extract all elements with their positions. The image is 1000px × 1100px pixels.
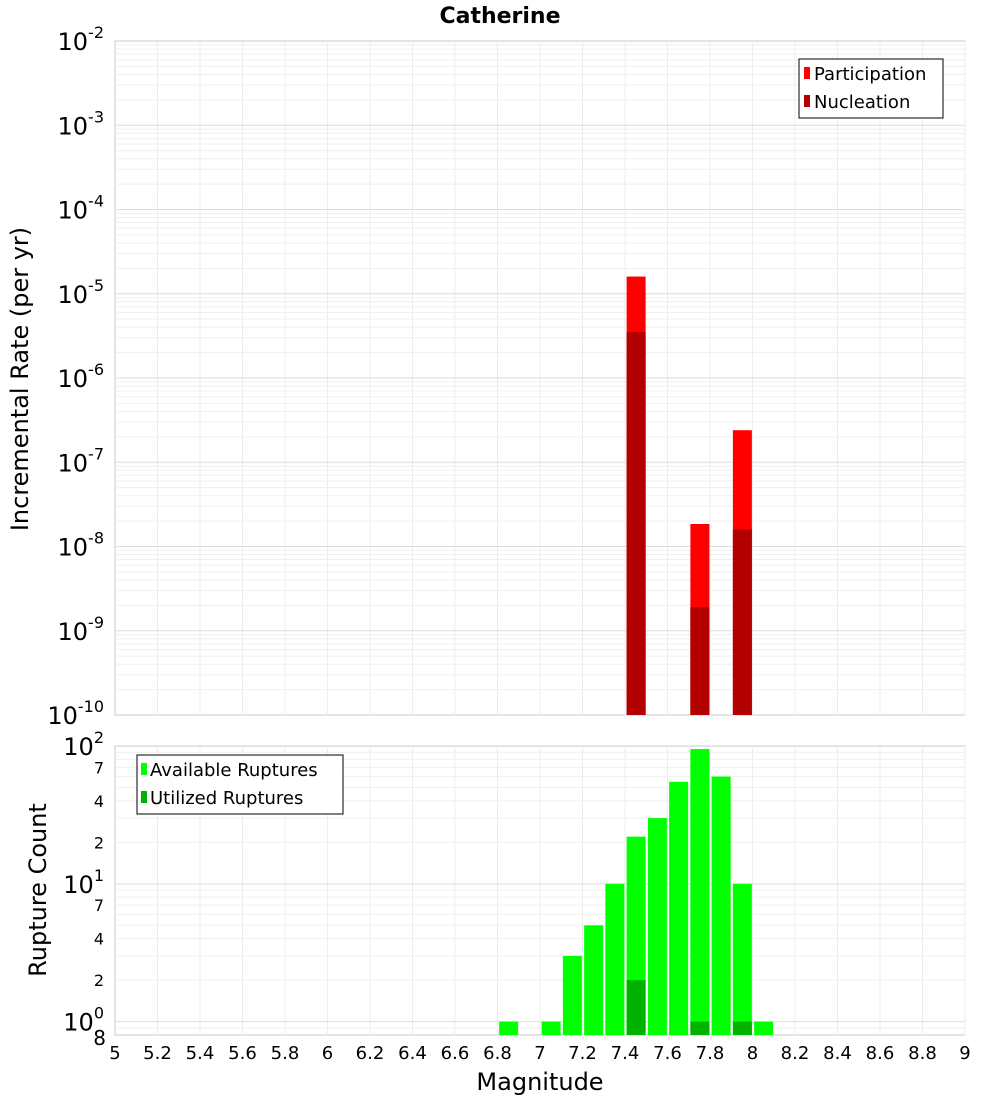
top-legend-box (798, 58, 944, 119)
x-axis-label: Magnitude (476, 1068, 603, 1096)
x-tick-label: 5 (109, 1043, 120, 1064)
y-minor-tick-label: 4 (94, 792, 104, 811)
x-tick-label: 8.8 (908, 1043, 937, 1064)
x-tick-label: 7.6 (653, 1043, 682, 1064)
top-y-axis-label: Incremental Rate (per yr) (6, 227, 34, 531)
bar-utilized-ruptures (690, 1021, 710, 1035)
bottom-y-axis-label: Rupture Count (24, 803, 52, 977)
legend-swatch-available (141, 763, 147, 775)
x-tick-label: 5.2 (143, 1043, 172, 1064)
y-minor-tick-label: 2 (94, 971, 104, 990)
y-minor-tick-label: 2 (94, 833, 104, 852)
bar-available-ruptures (647, 818, 667, 1035)
x-tick-label: 8.6 (866, 1043, 895, 1064)
y-tick-label: 101 (63, 866, 104, 899)
y-minor-tick-label: 7 (94, 896, 104, 915)
bottom-panel: 102 101 100 7 4 2 7 4 2 8 5 5.2 5.4 5.6 5.8 6 6.2 6.4 6.6… (24, 728, 971, 1096)
x-tick-label: 5.6 (228, 1043, 257, 1064)
bar-available-ruptures (562, 955, 582, 1035)
y-minor-tick-label: 8 (93, 1026, 106, 1050)
bar-available-ruptures (669, 781, 689, 1035)
legend-label-nucleation: Nucleation (814, 92, 910, 113)
x-tick-label: 9 (959, 1043, 970, 1064)
y-tick-label: 10-10 (47, 697, 104, 730)
x-ticks: 5 5.2 5.4 5.6 5.8 6 6.2 6.4 6.6 6.8 7 7.2 7.4 7.6 7.8 8… (109, 1043, 970, 1064)
x-tick-label: 7.2 (568, 1043, 597, 1064)
legend-swatch-utilized (141, 791, 147, 803)
top-panel: 10-2 10-3 10-4 10-5 10-6 10-7 10-8 10-9 10-10 In… (6, 23, 966, 730)
bar-available-ruptures (605, 883, 625, 1035)
y-tick-label: 10-5 (58, 276, 105, 309)
bar-available-ruptures (754, 1021, 774, 1035)
bottom-grid (115, 746, 966, 1035)
bottom-legend: Available Ruptures Utilized Ruptures (136, 754, 344, 815)
y-tick-label: 10-7 (58, 444, 105, 477)
legend-label-utilized: Utilized Ruptures (150, 788, 303, 809)
bottom-bars (499, 749, 774, 1035)
bar-utilized-ruptures (732, 1021, 752, 1035)
x-tick-label: 7.4 (611, 1043, 640, 1064)
y-tick-label: 100 (63, 1004, 104, 1037)
bar-nucleation (732, 529, 752, 715)
chart-title: Catherine (439, 4, 560, 29)
x-tick-label: 6 (322, 1043, 333, 1064)
bar-available-ruptures (541, 1021, 561, 1035)
y-tick-label: 10-4 (58, 192, 105, 225)
legend-label-participation: Participation (814, 64, 926, 85)
x-tick-label: 8.2 (781, 1043, 810, 1064)
x-tick-label: 5.4 (186, 1043, 215, 1064)
bar-available-ruptures (732, 883, 752, 1035)
top-bars (626, 276, 752, 715)
bar-available-ruptures (584, 925, 604, 1035)
y-tick-label: 10-9 (58, 613, 105, 646)
y-tick-label: 10-8 (58, 529, 105, 562)
x-tick-label: 6.8 (483, 1043, 512, 1064)
y-tick-label: 10-3 (58, 107, 105, 140)
legend-swatch-nucleation (804, 95, 810, 107)
bottom-y-ticks: 102 101 100 7 4 2 7 4 2 8 (63, 728, 106, 1050)
x-tick-label: 7.8 (696, 1043, 725, 1064)
x-tick-label: 8.4 (823, 1043, 852, 1064)
legend-swatch-participation (804, 67, 810, 79)
y-minor-tick-label: 7 (94, 758, 104, 777)
x-tick-label: 7 (534, 1043, 545, 1064)
bar-utilized-ruptures (626, 980, 646, 1035)
x-tick-label: 5.8 (271, 1043, 300, 1064)
bar-available-ruptures (690, 749, 710, 1035)
top-grid (115, 41, 966, 715)
y-tick-label: 10-2 (58, 23, 105, 56)
x-tick-label: 6.6 (441, 1043, 470, 1064)
x-tick-label: 8 (747, 1043, 758, 1064)
top-legend: Participation Nucleation (798, 58, 944, 119)
bar-nucleation (626, 332, 646, 715)
bar-available-ruptures (499, 1021, 519, 1035)
legend-label-available: Available Ruptures (150, 760, 318, 781)
bar-nucleation (690, 607, 710, 715)
y-tick-label: 10-6 (58, 360, 105, 393)
x-tick-label: 6.4 (398, 1043, 427, 1064)
x-tick-label: 6.2 (356, 1043, 385, 1064)
bottom-legend-box (136, 754, 344, 815)
bar-available-ruptures (711, 776, 731, 1035)
y-tick-label: 102 (63, 728, 104, 761)
y-minor-tick-label: 4 (94, 930, 104, 949)
top-y-ticks: 10-2 10-3 10-4 10-5 10-6 10-7 10-8 10-9 10-10 (47, 23, 104, 730)
